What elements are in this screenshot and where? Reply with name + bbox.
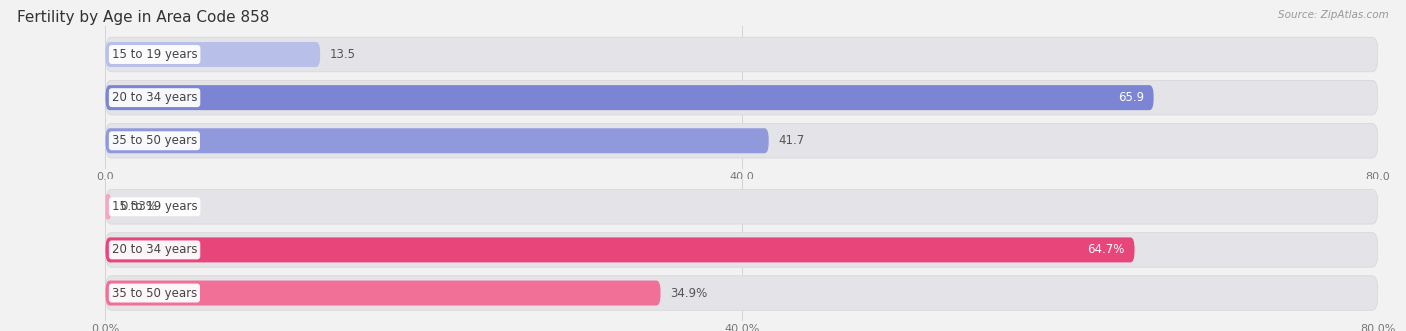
Text: 20 to 34 years: 20 to 34 years — [112, 243, 197, 257]
FancyBboxPatch shape — [105, 85, 1153, 110]
Text: 41.7: 41.7 — [779, 134, 804, 147]
FancyBboxPatch shape — [105, 128, 769, 153]
FancyBboxPatch shape — [105, 194, 111, 219]
Text: 35 to 50 years: 35 to 50 years — [112, 287, 197, 300]
FancyBboxPatch shape — [105, 37, 1378, 72]
FancyBboxPatch shape — [105, 281, 661, 306]
Text: 34.9%: 34.9% — [671, 287, 707, 300]
Text: 0.33%: 0.33% — [121, 200, 157, 213]
Text: Source: ZipAtlas.com: Source: ZipAtlas.com — [1278, 10, 1389, 20]
FancyBboxPatch shape — [105, 123, 1378, 158]
FancyBboxPatch shape — [105, 190, 1378, 224]
Text: 65.9: 65.9 — [1118, 91, 1144, 104]
Text: Fertility by Age in Area Code 858: Fertility by Age in Area Code 858 — [17, 10, 269, 25]
Text: 64.7%: 64.7% — [1088, 243, 1125, 257]
FancyBboxPatch shape — [105, 42, 321, 67]
Text: 15 to 19 years: 15 to 19 years — [112, 200, 197, 213]
Text: 13.5: 13.5 — [330, 48, 356, 61]
FancyBboxPatch shape — [105, 237, 1135, 262]
FancyBboxPatch shape — [105, 80, 1378, 115]
Text: 35 to 50 years: 35 to 50 years — [112, 134, 197, 147]
FancyBboxPatch shape — [105, 276, 1378, 310]
Text: 20 to 34 years: 20 to 34 years — [112, 91, 197, 104]
Text: 15 to 19 years: 15 to 19 years — [112, 48, 197, 61]
FancyBboxPatch shape — [105, 233, 1378, 267]
